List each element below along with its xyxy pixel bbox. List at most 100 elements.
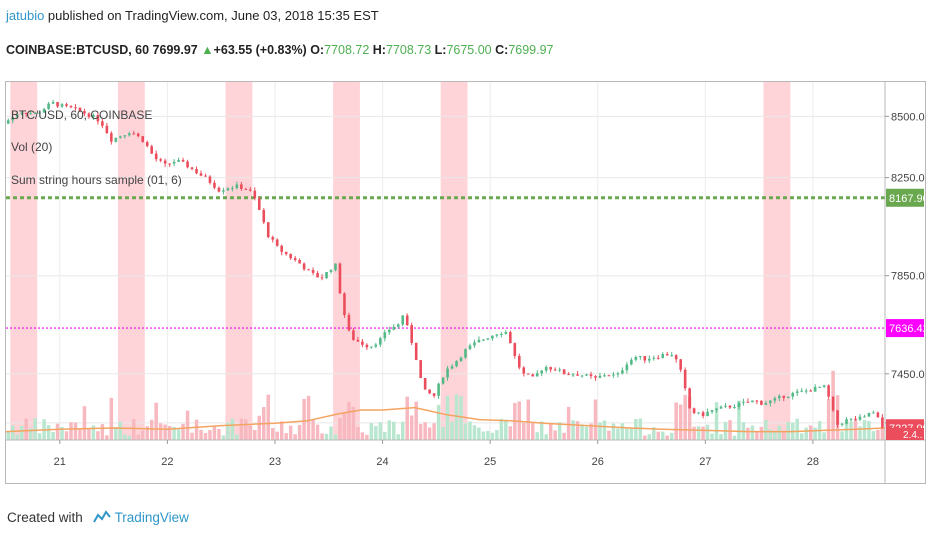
candle-body	[742, 401, 745, 403]
candle-body	[136, 133, 140, 137]
volume-bar	[73, 422, 78, 440]
volume-bar	[593, 399, 598, 440]
candle-body	[612, 374, 615, 376]
candle-body	[244, 188, 248, 190]
candle-body	[213, 182, 216, 188]
publisher-username[interactable]: jatubio	[6, 8, 45, 23]
candle-body	[325, 271, 328, 279]
legend-main[interactable]: BTC/USD, 60, COINBASE	[11, 108, 153, 122]
candle-body	[670, 355, 674, 357]
candle-body	[195, 168, 198, 174]
volume-ma-line	[6, 406, 886, 433]
candle-body	[87, 113, 91, 117]
price-label-box	[886, 319, 924, 338]
volume-bar	[33, 418, 37, 440]
candle-body	[20, 112, 23, 115]
volume-bar	[459, 396, 463, 440]
candle-body	[607, 375, 611, 377]
candle-body	[486, 338, 490, 340]
volume-bar	[867, 421, 871, 440]
candle-body	[329, 270, 333, 272]
candle-body	[504, 332, 508, 334]
volume-bar	[602, 420, 607, 440]
volume-bar	[333, 434, 338, 440]
volume-bar	[78, 429, 82, 440]
volume-bar	[526, 399, 530, 440]
volume-bar	[481, 431, 486, 440]
volume-bar	[643, 435, 647, 440]
candle-body	[809, 390, 812, 392]
chart-panel[interactable]: 8500.008250.007850.007450.007250.0021222…	[5, 81, 926, 484]
candle-body	[42, 109, 46, 113]
volume-bar	[15, 434, 19, 440]
highlight-band	[763, 82, 791, 440]
candle-body	[674, 355, 678, 360]
volume-bar	[436, 404, 441, 440]
candle-body	[275, 239, 279, 246]
volume-bar	[136, 434, 140, 440]
candle-body	[83, 111, 86, 114]
candle-body	[222, 190, 225, 192]
volume-bar	[199, 429, 203, 440]
legend-volume[interactable]: Vol (20)	[11, 140, 53, 154]
candle-body	[598, 375, 602, 378]
volume-bar	[396, 434, 400, 440]
candle-body	[737, 402, 741, 407]
candle-body	[500, 333, 503, 335]
volume-bar	[562, 432, 566, 440]
candle-body	[11, 116, 15, 121]
candle-body	[231, 188, 234, 190]
candle-body	[464, 349, 467, 358]
candle-body	[74, 107, 77, 109]
candle-body	[562, 369, 566, 375]
candle-body	[320, 277, 324, 279]
volume-bar	[19, 425, 24, 440]
candle-body	[589, 374, 593, 377]
price-chart[interactable]: 8500.008250.007850.007450.007250.0021222…	[6, 82, 925, 483]
volume-bar	[154, 402, 158, 440]
volume-bar	[360, 432, 365, 440]
volume-bar	[324, 433, 329, 440]
volume-bar	[575, 421, 580, 440]
tradingview-logo-icon[interactable]	[92, 510, 111, 527]
candle-body	[621, 370, 624, 374]
candle-body	[127, 133, 131, 136]
legend-indicator[interactable]: Sum string hours sample (01, 6)	[11, 173, 182, 187]
volume-bar	[826, 399, 831, 440]
candle-body	[760, 400, 763, 405]
volume-bar	[306, 395, 311, 440]
volume-bar	[468, 421, 472, 440]
volume-bar	[235, 434, 239, 440]
volume-bar	[808, 425, 813, 440]
volume-bar	[719, 434, 723, 440]
volume-bar	[221, 435, 226, 440]
candle-body	[535, 373, 539, 377]
candle-body	[190, 167, 194, 169]
tradingview-brand[interactable]: TradingView	[114, 510, 189, 526]
volume-bar	[24, 418, 28, 440]
y-tick-label: 7450.00	[891, 369, 925, 381]
volume-bar	[750, 425, 755, 440]
volume-bar	[194, 419, 199, 440]
candle-body	[509, 332, 512, 344]
volume-bar	[342, 412, 347, 440]
candle-body	[872, 412, 875, 414]
volume-bar	[553, 430, 557, 440]
candle-body	[311, 269, 315, 273]
candle-body	[33, 112, 37, 114]
candle-body	[526, 373, 530, 375]
volume-bar	[244, 419, 248, 440]
candle-body	[827, 385, 830, 397]
candle-body	[96, 114, 100, 122]
candle-body	[818, 386, 821, 388]
volume-bar	[6, 431, 10, 440]
candle-body	[405, 315, 409, 326]
candle-body	[280, 245, 283, 252]
y-tick-label: 8250.00	[891, 173, 925, 185]
candle-body	[168, 163, 171, 165]
candle-body	[163, 160, 167, 164]
candle-body	[186, 161, 189, 168]
candle-body	[594, 376, 597, 378]
last-price: 7699.97	[152, 43, 198, 57]
candle-body	[226, 188, 230, 191]
